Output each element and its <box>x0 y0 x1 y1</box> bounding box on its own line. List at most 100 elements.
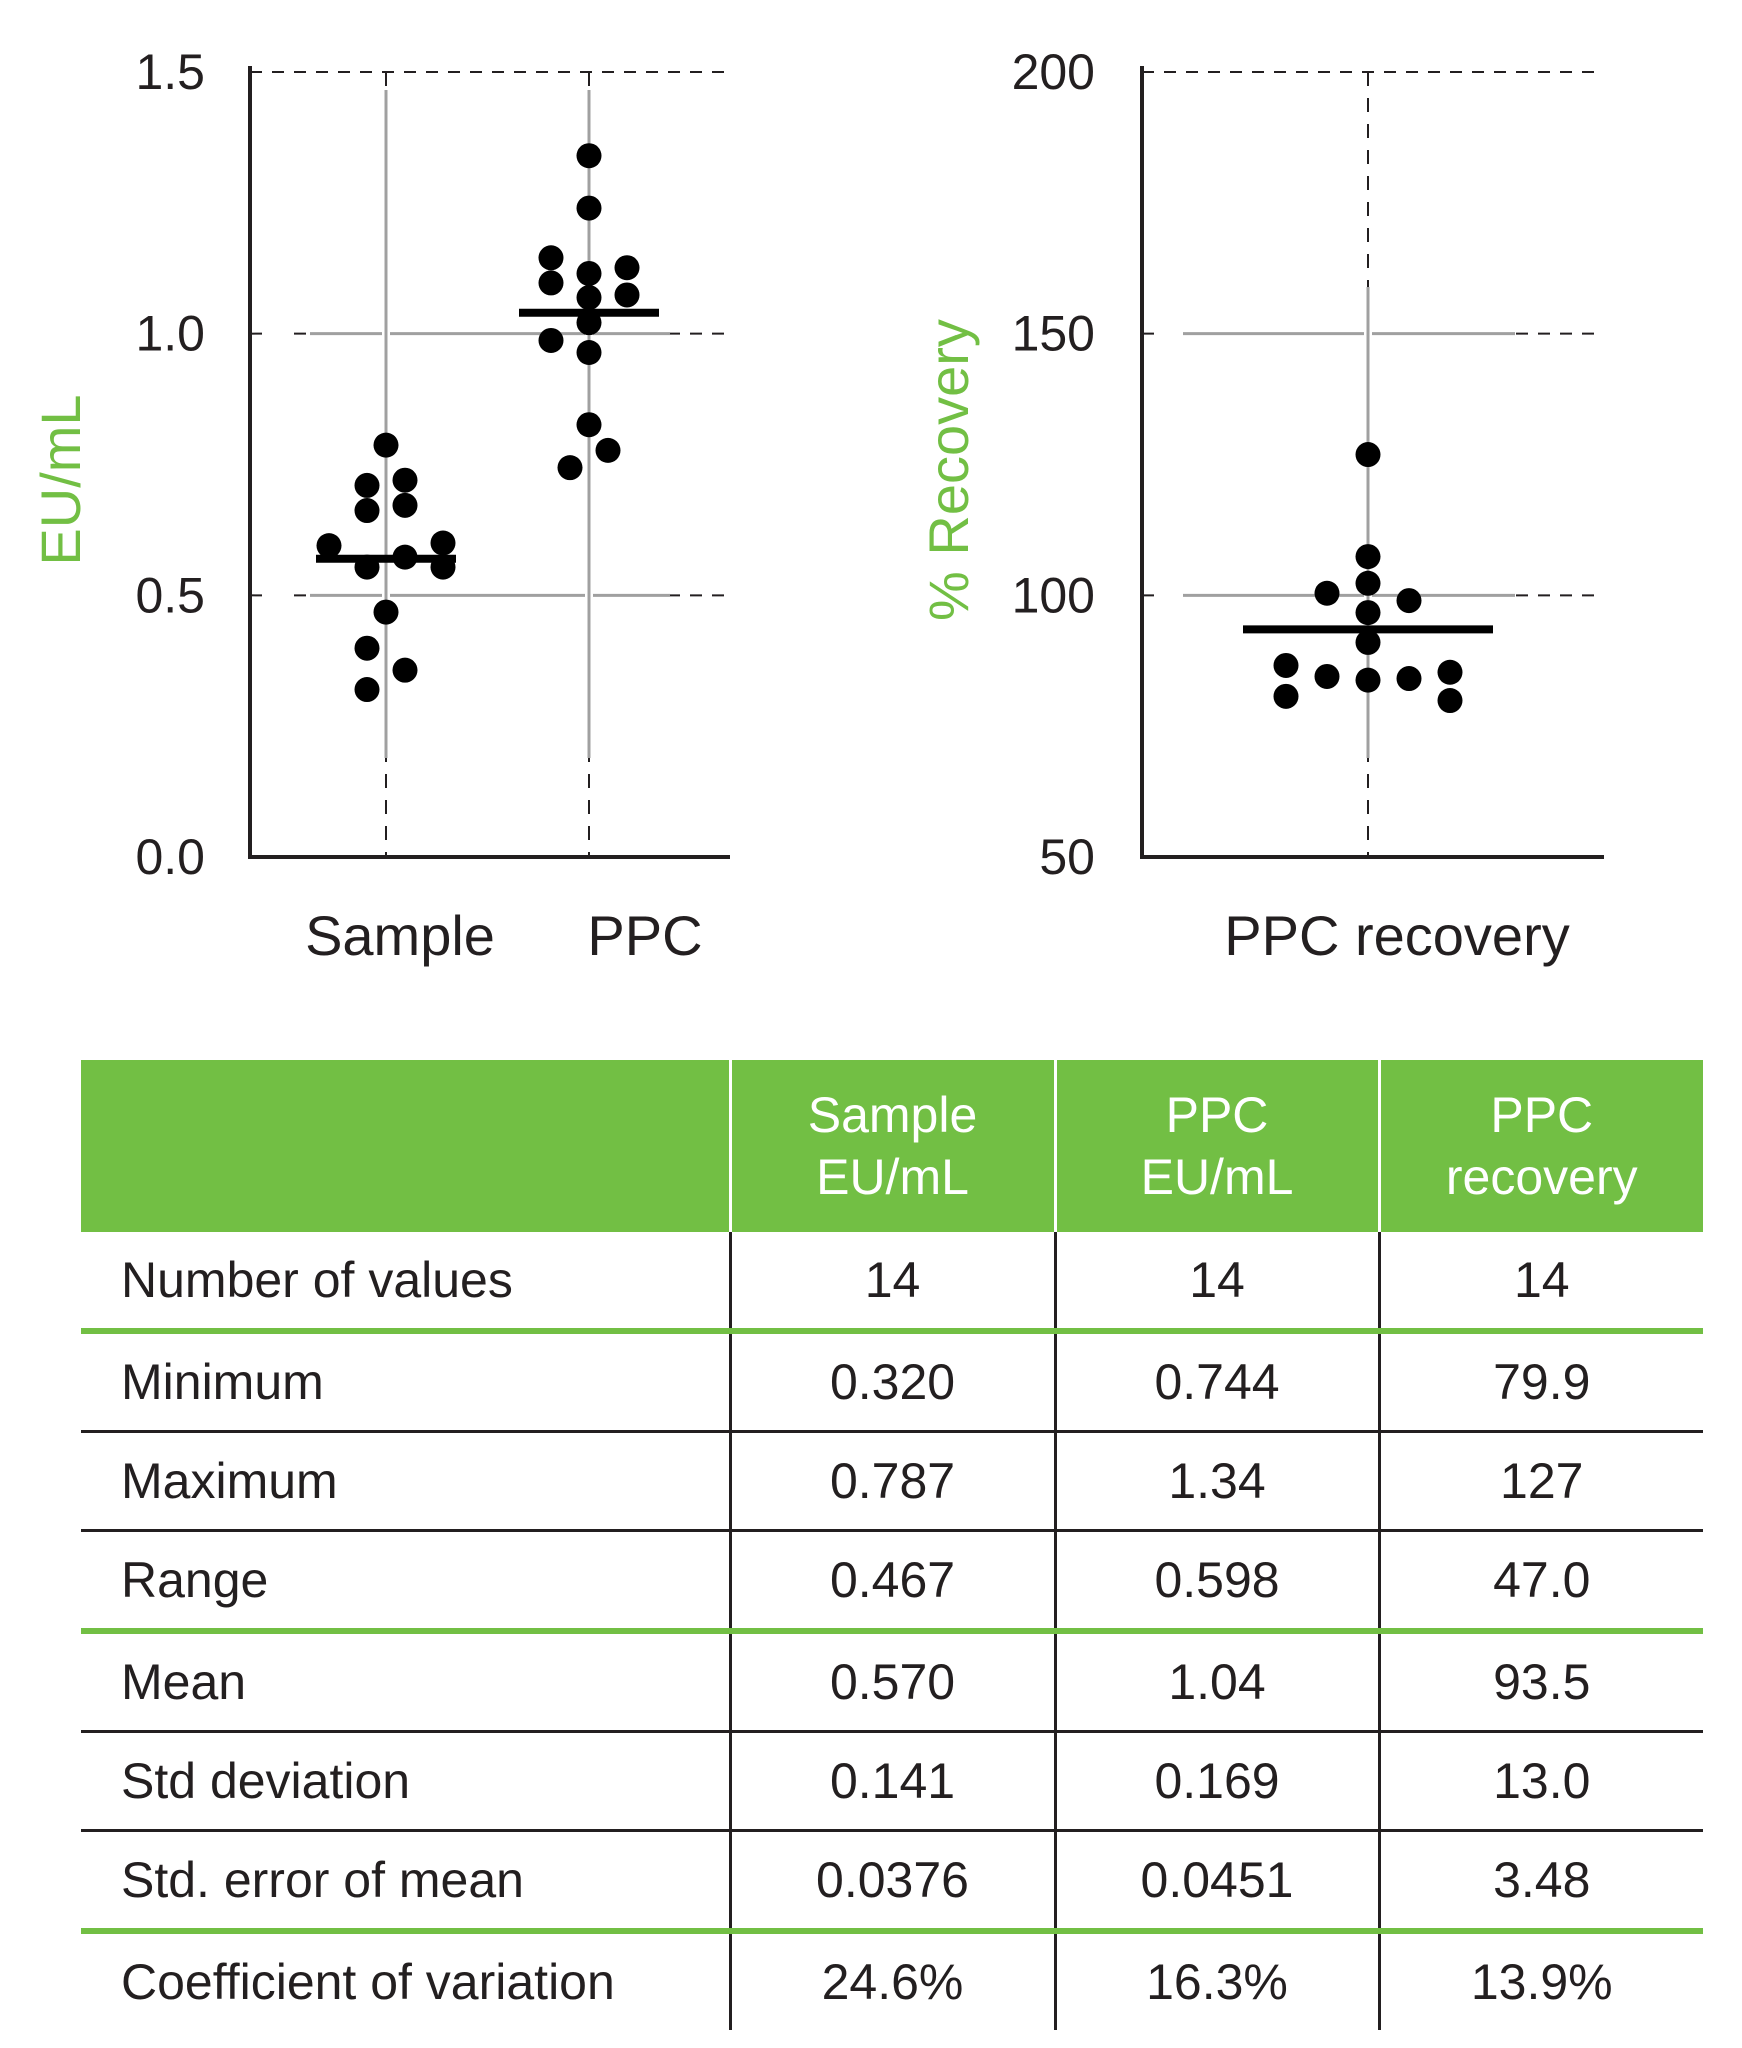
data-point <box>1355 442 1381 468</box>
row-value: 0.570 <box>728 1631 1055 1733</box>
data-point <box>392 657 418 683</box>
header-cell-empty <box>81 1060 730 1232</box>
data-point <box>1355 600 1381 626</box>
row-label: Range <box>81 1530 730 1634</box>
data-point <box>576 412 602 438</box>
table-row: Maximum 0.787 1.34 127 <box>81 1431 1703 1532</box>
data-point <box>354 677 380 703</box>
eu-per-ml-strip-plot: 0.0 0.5 1.0 1.5 EU/mL Sample PPC <box>29 44 730 967</box>
data-point <box>354 635 380 661</box>
y-tick-label: 0.5 <box>135 567 205 623</box>
header-line: recovery <box>1445 1149 1638 1205</box>
header-line: EU/mL <box>816 1149 969 1205</box>
row-value: 13.9% <box>1377 1931 1703 2030</box>
y-tick-labels: 50 100 150 200 <box>1012 44 1095 885</box>
table-row: Number of values 14 14 14 <box>81 1232 1703 1334</box>
row-value: 14 <box>728 1232 1055 1334</box>
gridline-mask <box>1162 575 1184 616</box>
data-point <box>430 530 456 556</box>
header-cell-sample: Sample EU/mL <box>728 1060 1055 1232</box>
row-label: Std deviation <box>81 1731 730 1832</box>
table-row: Mean 0.570 1.04 93.5 <box>81 1631 1703 1733</box>
x-category-label: PPC recovery <box>1224 904 1569 967</box>
header-line: PPC <box>1490 1087 1594 1143</box>
table-row: Coefficient of variation 24.6% 16.3% 13.9% <box>81 1931 1703 2030</box>
data-points <box>316 143 659 703</box>
axes <box>1140 66 1604 859</box>
row-value: 14 <box>1377 1232 1703 1334</box>
y-tick-label: 50 <box>1039 829 1095 885</box>
grid-lines <box>1142 71 1604 857</box>
data-point <box>538 270 564 296</box>
data-point <box>1355 667 1381 693</box>
header-line: PPC <box>1165 1087 1269 1143</box>
table-row: Std. error of mean 0.0376 0.0451 3.48 <box>81 1830 1703 1934</box>
data-point <box>1355 629 1381 655</box>
data-point <box>576 340 602 366</box>
data-point <box>1437 659 1463 685</box>
data-point <box>1314 663 1340 689</box>
data-point <box>354 472 380 498</box>
data-points <box>1243 442 1493 714</box>
row-value: 93.5 <box>1377 1631 1703 1733</box>
header-cell-ppc-recovery: PPC recovery <box>1377 1060 1703 1232</box>
data-point <box>595 437 621 463</box>
row-value: 0.467 <box>728 1530 1055 1634</box>
data-point <box>354 498 380 524</box>
data-point <box>576 143 602 169</box>
data-point <box>1355 570 1381 596</box>
gridline-mask <box>270 313 292 354</box>
row-label: Std. error of mean <box>81 1830 730 1934</box>
row-value: 0.598 <box>1053 1530 1379 1634</box>
gridline-mask <box>270 575 292 616</box>
row-label: Mean <box>81 1631 730 1733</box>
y-tick-label: 150 <box>1012 306 1095 362</box>
data-point <box>576 260 602 286</box>
data-point <box>392 492 418 518</box>
data-point <box>1314 580 1340 606</box>
y-tick-label: 0.0 <box>135 829 205 885</box>
data-point <box>576 195 602 221</box>
row-value: 0.0451 <box>1053 1830 1379 1934</box>
data-point <box>538 245 564 271</box>
gridline-mask <box>1162 313 1184 354</box>
row-value: 0.320 <box>728 1331 1055 1433</box>
header-cell-ppc: PPC EU/mL <box>1053 1060 1379 1232</box>
table-row: Minimum 0.320 0.744 79.9 <box>81 1331 1703 1433</box>
data-point <box>1355 544 1381 570</box>
data-point <box>1396 588 1422 614</box>
row-value: 0.744 <box>1053 1331 1379 1433</box>
y-tick-label: 100 <box>1012 567 1095 623</box>
table-header-row: Sample EU/mL PPC EU/mL PPC recovery <box>81 1060 1703 1232</box>
x-category-label: PPC <box>587 904 702 967</box>
y-axis-title: EU/mL <box>29 394 92 565</box>
row-value: 127 <box>1377 1431 1703 1532</box>
row-value: 0.169 <box>1053 1731 1379 1832</box>
x-category-label: Sample <box>305 904 495 967</box>
data-point <box>538 327 564 353</box>
y-tick-label: 200 <box>1012 44 1095 100</box>
row-value: 16.3% <box>1053 1931 1379 2030</box>
data-point <box>614 282 640 308</box>
row-value: 1.04 <box>1053 1631 1379 1733</box>
data-point <box>373 599 399 625</box>
grid-lines <box>250 71 730 857</box>
row-value: 24.6% <box>728 1931 1055 2030</box>
statistics-table: Sample EU/mL PPC EU/mL PPC recovery Numb… <box>81 1060 1703 2030</box>
table-row: Range 0.467 0.598 47.0 <box>81 1530 1703 1634</box>
row-label: Coefficient of variation <box>121 1954 615 2010</box>
header-line: EU/mL <box>1140 1149 1294 1205</box>
row-value: 3.48 <box>1377 1830 1703 1934</box>
row-label: Maximum <box>81 1431 730 1532</box>
data-point <box>1273 683 1299 709</box>
row-value: 0.787 <box>728 1431 1055 1532</box>
row-value: 79.9 <box>1377 1331 1703 1433</box>
row-value: 47.0 <box>1377 1530 1703 1634</box>
recovery-strip-plot: 50 100 150 200 % Recovery PPC recovery <box>917 44 1604 967</box>
row-value: 1.34 <box>1053 1431 1379 1532</box>
y-tick-label: 1.0 <box>135 306 205 362</box>
y-tick-labels: 0.0 0.5 1.0 1.5 <box>135 44 205 885</box>
data-point <box>576 285 602 311</box>
data-point <box>316 533 342 559</box>
data-point <box>1437 688 1463 714</box>
